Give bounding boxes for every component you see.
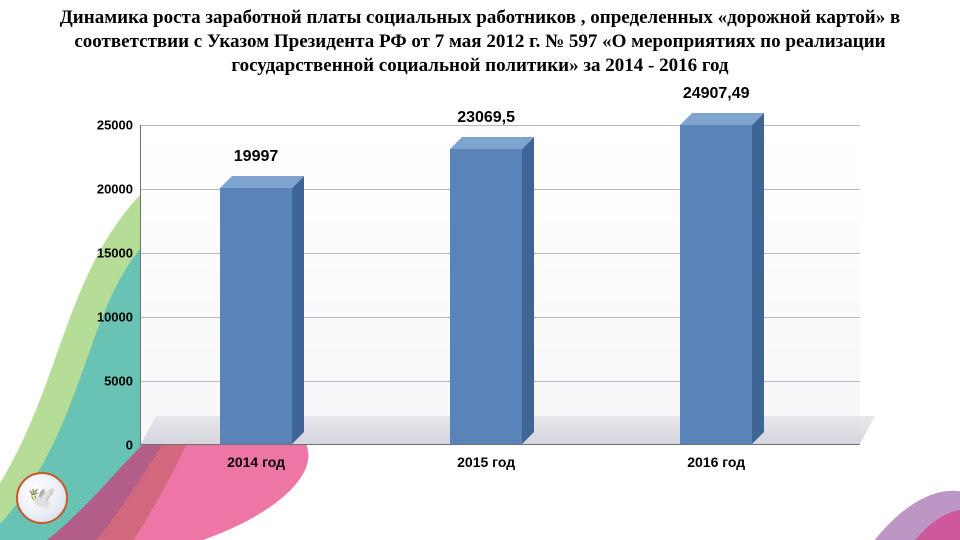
x-axis-label: 2015 год [386, 444, 586, 470]
bar-value-label: 24907,49 [616, 85, 816, 103]
ytick-label: 25000 [97, 118, 141, 133]
bar: 24907,49 [680, 125, 752, 444]
bar-front [220, 188, 292, 444]
bar-front [680, 125, 752, 444]
organization-emblem: 🕊️ [16, 472, 68, 524]
salary-chart: 0500010000150002000025000199972014 год23… [70, 85, 890, 485]
bar-front [450, 149, 522, 444]
page-title: Динамика роста заработной платы социальн… [0, 0, 960, 77]
x-axis-label: 2014 год [156, 444, 356, 470]
ytick-label: 20000 [97, 182, 141, 197]
ytick-label: 0 [126, 438, 141, 453]
bar-top [220, 176, 304, 188]
ytick-label: 5000 [104, 374, 141, 389]
bar-side [292, 176, 304, 444]
bar-side [752, 113, 764, 444]
bar: 23069,5 [450, 149, 522, 444]
ytick-label: 10000 [97, 310, 141, 325]
bar-top [680, 113, 764, 125]
ytick-label: 15000 [97, 246, 141, 261]
plot-area: 0500010000150002000025000199972014 год23… [140, 125, 860, 445]
x-axis-label: 2016 год [616, 444, 816, 470]
bar-value-label: 19997 [156, 148, 356, 166]
bar-side [522, 137, 534, 444]
bar: 19997 [220, 188, 292, 444]
bar-value-label: 23069,5 [386, 109, 586, 127]
bar-top [450, 137, 534, 149]
